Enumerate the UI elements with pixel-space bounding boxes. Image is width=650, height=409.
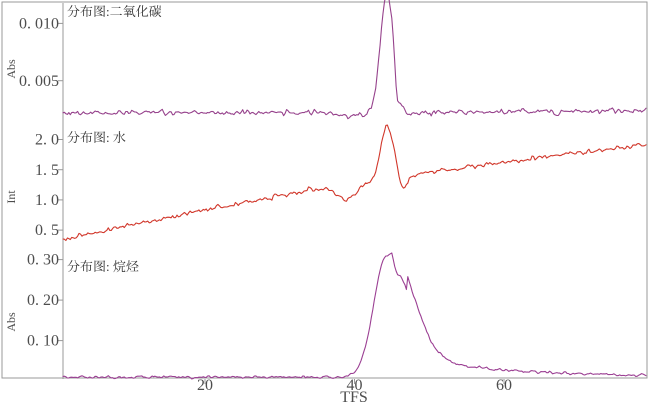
svg-text:分布图:二氧化碳: 分布图:二氧化碳 — [67, 4, 162, 19]
svg-text:TFS: TFS — [340, 389, 368, 406]
svg-text:Abs: Abs — [4, 312, 18, 332]
svg-text:60: 60 — [496, 377, 512, 394]
svg-text:Int: Int — [4, 190, 18, 204]
svg-text:分布图: 水: 分布图: 水 — [67, 130, 126, 145]
svg-text:0. 005: 0. 005 — [19, 73, 59, 90]
svg-text:1. 5: 1. 5 — [35, 162, 59, 179]
svg-text:0. 30: 0. 30 — [27, 252, 59, 269]
svg-text:20: 20 — [197, 377, 213, 394]
svg-text:0. 20: 0. 20 — [27, 292, 59, 309]
svg-text:2. 0: 2. 0 — [35, 132, 59, 149]
svg-text:0. 010: 0. 010 — [19, 16, 59, 33]
svg-text:分布图: 烷烃: 分布图: 烷烃 — [67, 259, 139, 274]
svg-text:0. 5: 0. 5 — [35, 222, 59, 239]
svg-text:1. 0: 1. 0 — [35, 192, 59, 209]
svg-text:0. 10: 0. 10 — [27, 333, 59, 350]
svg-text:Abs: Abs — [4, 59, 18, 79]
